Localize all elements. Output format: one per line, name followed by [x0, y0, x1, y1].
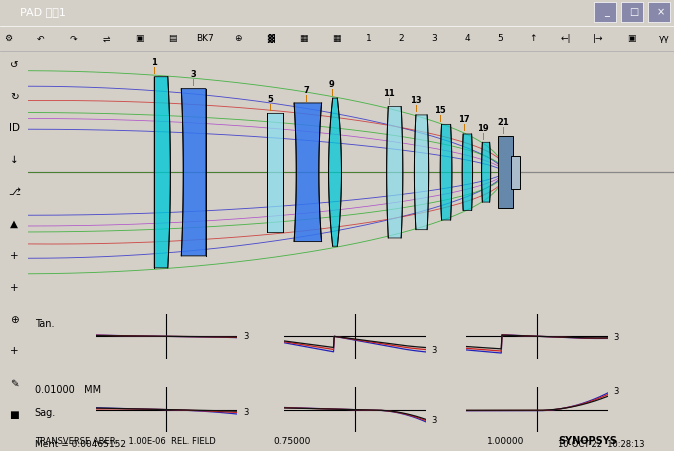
Bar: [498, 136, 513, 208]
Text: 3: 3: [613, 387, 619, 396]
Text: 2: 2: [399, 34, 404, 43]
Text: TRANSVERSE ABER.    1.00E-06  REL. FIELD: TRANSVERSE ABER. 1.00E-06 REL. FIELD: [35, 437, 216, 446]
Polygon shape: [440, 124, 452, 220]
Text: 3: 3: [431, 34, 437, 43]
Polygon shape: [328, 98, 342, 246]
Polygon shape: [482, 143, 491, 202]
Text: 0.01000   MM: 0.01000 MM: [35, 386, 101, 396]
Text: 7: 7: [303, 86, 309, 95]
Text: ▤: ▤: [168, 34, 177, 43]
Polygon shape: [462, 134, 472, 211]
Text: ⎇: ⎇: [8, 187, 20, 197]
Polygon shape: [267, 112, 283, 232]
Text: 3: 3: [613, 333, 619, 342]
Text: 9: 9: [329, 80, 335, 88]
Polygon shape: [154, 77, 171, 268]
Text: 13: 13: [410, 97, 421, 106]
Text: BK7: BK7: [196, 34, 214, 43]
FancyBboxPatch shape: [594, 3, 616, 22]
Text: 21: 21: [497, 118, 509, 127]
Text: ←|: ←|: [560, 34, 571, 43]
Text: □: □: [629, 7, 638, 18]
Text: ▣: ▣: [135, 34, 144, 43]
Text: 10-OCT-22  10:28:13: 10-OCT-22 10:28:13: [558, 441, 644, 449]
Text: 1: 1: [366, 34, 371, 43]
Text: 1: 1: [151, 58, 157, 67]
Text: ▲: ▲: [10, 219, 18, 229]
Text: ×: ×: [656, 7, 665, 18]
Text: +: +: [10, 251, 18, 261]
Text: +: +: [10, 283, 18, 293]
Text: Sag.: Sag.: [35, 408, 56, 418]
Text: ⊕: ⊕: [10, 315, 18, 325]
Text: 5: 5: [268, 95, 274, 104]
Polygon shape: [387, 106, 403, 238]
Text: 5: 5: [497, 34, 503, 43]
Text: 11: 11: [383, 89, 394, 98]
Text: ↻: ↻: [10, 92, 18, 101]
Text: 17: 17: [458, 115, 469, 124]
Text: 3: 3: [243, 332, 248, 341]
Text: ✎: ✎: [10, 378, 18, 388]
Polygon shape: [181, 88, 206, 256]
Text: 3: 3: [431, 346, 437, 355]
Text: ↺: ↺: [10, 60, 18, 70]
Text: ↷: ↷: [70, 34, 78, 43]
Polygon shape: [415, 115, 429, 230]
Text: ⚙: ⚙: [4, 34, 12, 43]
Polygon shape: [294, 103, 321, 242]
Text: ▓: ▓: [267, 34, 274, 43]
FancyBboxPatch shape: [621, 3, 643, 22]
Text: |→: |→: [593, 34, 603, 43]
Text: 4: 4: [464, 34, 470, 43]
Text: 15: 15: [434, 106, 446, 115]
Text: 3: 3: [190, 70, 196, 79]
Text: _: _: [604, 7, 609, 18]
Text: γγ: γγ: [658, 34, 669, 43]
Text: PAD 窗口1: PAD 窗口1: [20, 7, 66, 18]
Text: ■: ■: [9, 410, 19, 420]
Text: Tan.: Tan.: [35, 318, 55, 329]
Text: 1.00000: 1.00000: [487, 437, 524, 446]
Text: Merit = 0.00465152: Merit = 0.00465152: [35, 441, 126, 449]
Text: ID: ID: [9, 124, 20, 133]
Text: ▣: ▣: [627, 34, 636, 43]
Text: ↑: ↑: [529, 34, 537, 43]
Text: 3: 3: [243, 409, 248, 418]
Bar: [512, 156, 520, 189]
Text: 19: 19: [477, 124, 489, 133]
Text: ⇌: ⇌: [102, 34, 111, 43]
Text: 3: 3: [431, 416, 437, 425]
Text: 0.75000: 0.75000: [274, 437, 311, 446]
Text: SYNOPSYS: SYNOPSYS: [558, 437, 617, 446]
Text: ▦: ▦: [299, 34, 307, 43]
Text: ⊕: ⊕: [234, 34, 241, 43]
FancyBboxPatch shape: [648, 3, 670, 22]
Text: ↓: ↓: [10, 155, 18, 165]
Text: +: +: [10, 346, 18, 356]
Text: ↶: ↶: [37, 34, 44, 43]
Text: ▦: ▦: [332, 34, 340, 43]
